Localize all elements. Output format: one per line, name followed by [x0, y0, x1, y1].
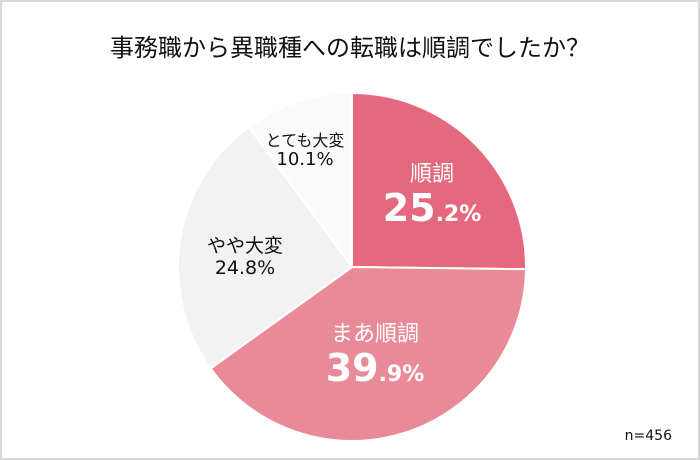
slice-label-totemo-taihen: とても大変 10.1% — [250, 131, 360, 171]
pie-slices — [177, 92, 527, 442]
slice-percent: 39.9% — [325, 346, 425, 391]
chart-title: 事務職から異職種への転職は順調でしたか？ — [110, 34, 590, 62]
slice-label-yaya-taihen: やや大変 24.8% — [190, 235, 300, 280]
slice-category: やや大変 — [206, 235, 283, 257]
slice-label-maa-junchou: まあ順調 39.9% — [300, 322, 450, 391]
slice-category: まあ順調 — [330, 322, 419, 347]
slice-label-junchou: 順調 25.2% — [372, 162, 492, 231]
slice-yaya-taihen — [177, 125, 353, 370]
slice-totemo-taihen — [247, 92, 353, 268]
slice-percent: 25.2% — [382, 186, 482, 231]
slice-percent: 10.1% — [276, 149, 334, 171]
slice-category: とても大変 — [265, 131, 345, 150]
slice-maa-junchou — [209, 266, 527, 442]
slice-junchou — [351, 92, 527, 271]
sample-size: n=456 — [624, 428, 672, 444]
slice-percent: 24.8% — [214, 256, 276, 279]
slice-category: 順調 — [409, 162, 454, 187]
